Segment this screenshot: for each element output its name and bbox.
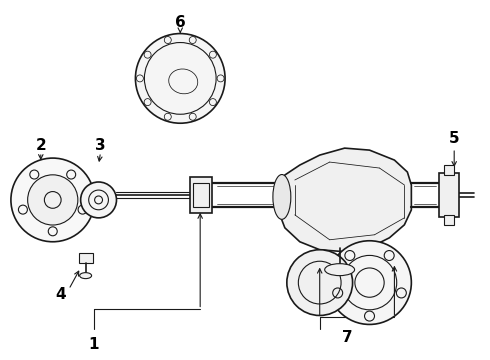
Text: 1: 1 (88, 337, 99, 352)
Circle shape (27, 175, 78, 225)
Text: 4: 4 (55, 287, 66, 302)
Text: 3: 3 (95, 138, 106, 153)
Circle shape (287, 250, 353, 315)
Text: 7: 7 (343, 330, 353, 345)
Ellipse shape (273, 175, 291, 219)
Bar (444, 165, 454, 175)
Text: 6: 6 (175, 15, 186, 30)
Bar (193, 183, 209, 207)
Bar (78, 253, 93, 263)
Text: 2: 2 (35, 138, 46, 153)
Circle shape (328, 241, 412, 324)
Circle shape (11, 158, 95, 242)
Ellipse shape (325, 264, 355, 276)
Ellipse shape (80, 273, 92, 279)
Bar (190, 177, 212, 213)
Polygon shape (280, 148, 412, 252)
Bar (439, 173, 459, 217)
Circle shape (81, 182, 117, 218)
Circle shape (135, 33, 225, 123)
Text: 5: 5 (449, 131, 460, 146)
Bar (444, 215, 454, 225)
